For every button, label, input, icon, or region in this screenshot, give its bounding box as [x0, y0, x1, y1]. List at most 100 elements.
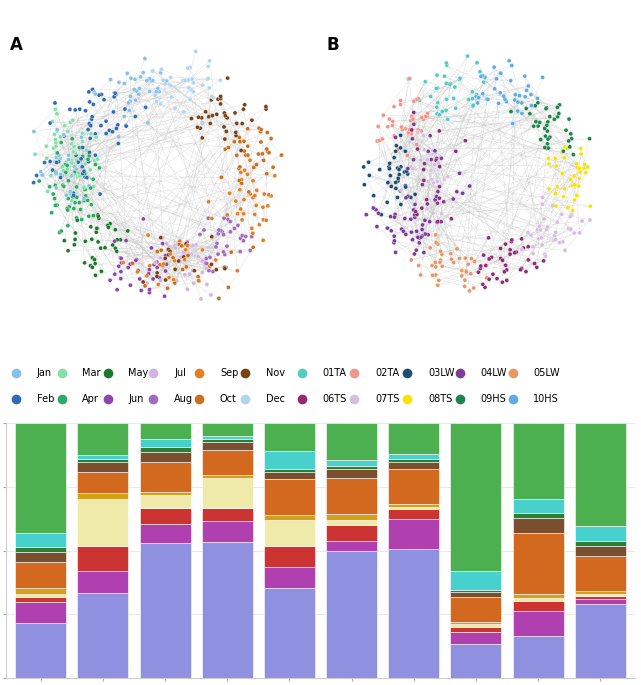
Point: [413, 127, 423, 138]
Point: [208, 92, 219, 103]
Point: [431, 147, 441, 158]
Point: [540, 251, 551, 262]
Point: [565, 128, 576, 139]
Bar: [575, 541, 626, 546]
Bar: [202, 521, 253, 542]
Point: [68, 188, 78, 199]
Point: [67, 192, 78, 203]
Text: 07TS: 07TS: [375, 395, 399, 404]
Point: [84, 151, 94, 162]
Point: [138, 67, 148, 78]
Point: [408, 114, 418, 125]
Point: [467, 93, 478, 104]
Point: [119, 111, 129, 122]
Bar: [326, 540, 377, 551]
Point: [58, 165, 69, 176]
Point: [226, 226, 236, 237]
Point: [172, 239, 183, 250]
Point: [121, 235, 131, 246]
Point: [428, 145, 438, 155]
Point: [389, 130, 399, 141]
Point: [419, 145, 429, 155]
Point: [224, 188, 235, 199]
Point: [194, 276, 204, 287]
Point: [208, 266, 218, 277]
Point: [403, 73, 413, 84]
Point: [245, 245, 255, 256]
Point: [90, 159, 101, 170]
Bar: [264, 479, 315, 514]
Point: [382, 223, 392, 234]
Point: [415, 95, 425, 105]
Point: [243, 149, 253, 160]
Point: [408, 133, 418, 144]
Point: [84, 86, 94, 97]
Point: [34, 175, 44, 186]
Point: [540, 249, 550, 260]
Point: [437, 261, 447, 272]
Point: [554, 99, 565, 110]
Point: [258, 155, 269, 166]
Point: [574, 164, 584, 175]
Point: [108, 106, 119, 117]
Point: [142, 75, 152, 86]
Point: [147, 76, 157, 87]
Bar: [326, 469, 377, 478]
Point: [59, 181, 69, 192]
Point: [461, 265, 471, 276]
Point: [239, 146, 249, 157]
Bar: [451, 627, 501, 632]
Point: [110, 269, 120, 279]
Point: [406, 161, 416, 172]
Point: [231, 127, 241, 138]
Point: [131, 86, 142, 97]
Point: [45, 156, 55, 167]
Point: [237, 214, 247, 225]
Point: [60, 120, 70, 131]
Point: [400, 213, 410, 224]
Point: [385, 170, 395, 181]
Point: [523, 227, 533, 238]
Point: [58, 179, 68, 190]
Point: [213, 228, 223, 239]
Point: [460, 253, 470, 264]
Point: [92, 223, 103, 234]
Point: [130, 74, 140, 85]
Point: [431, 269, 441, 280]
Point: [390, 247, 401, 258]
Point: [359, 179, 369, 190]
Point: [544, 184, 554, 195]
Point: [530, 100, 540, 111]
Point: [517, 263, 527, 274]
Point: [389, 236, 399, 247]
Point: [392, 162, 403, 173]
Point: [183, 75, 194, 86]
Point: [397, 124, 407, 135]
Point: [37, 169, 47, 180]
Point: [88, 174, 98, 185]
Point: [119, 78, 129, 89]
Point: [382, 197, 392, 208]
Point: [384, 162, 394, 173]
Point: [65, 104, 75, 115]
Point: [469, 256, 479, 267]
Point: [520, 91, 530, 102]
Point: [417, 224, 428, 235]
Point: [408, 163, 418, 174]
Point: [583, 162, 593, 173]
Point: [254, 123, 264, 134]
Point: [140, 280, 150, 291]
Point: [107, 126, 117, 137]
Point: [465, 269, 476, 279]
Bar: [78, 499, 128, 546]
Bar: [15, 547, 66, 552]
Point: [87, 111, 97, 122]
Point: [574, 227, 585, 238]
Point: [240, 165, 250, 176]
Point: [557, 168, 567, 179]
Point: [472, 58, 482, 68]
Point: [506, 236, 517, 247]
Point: [257, 149, 267, 160]
Point: [104, 125, 115, 136]
Point: [410, 206, 420, 217]
